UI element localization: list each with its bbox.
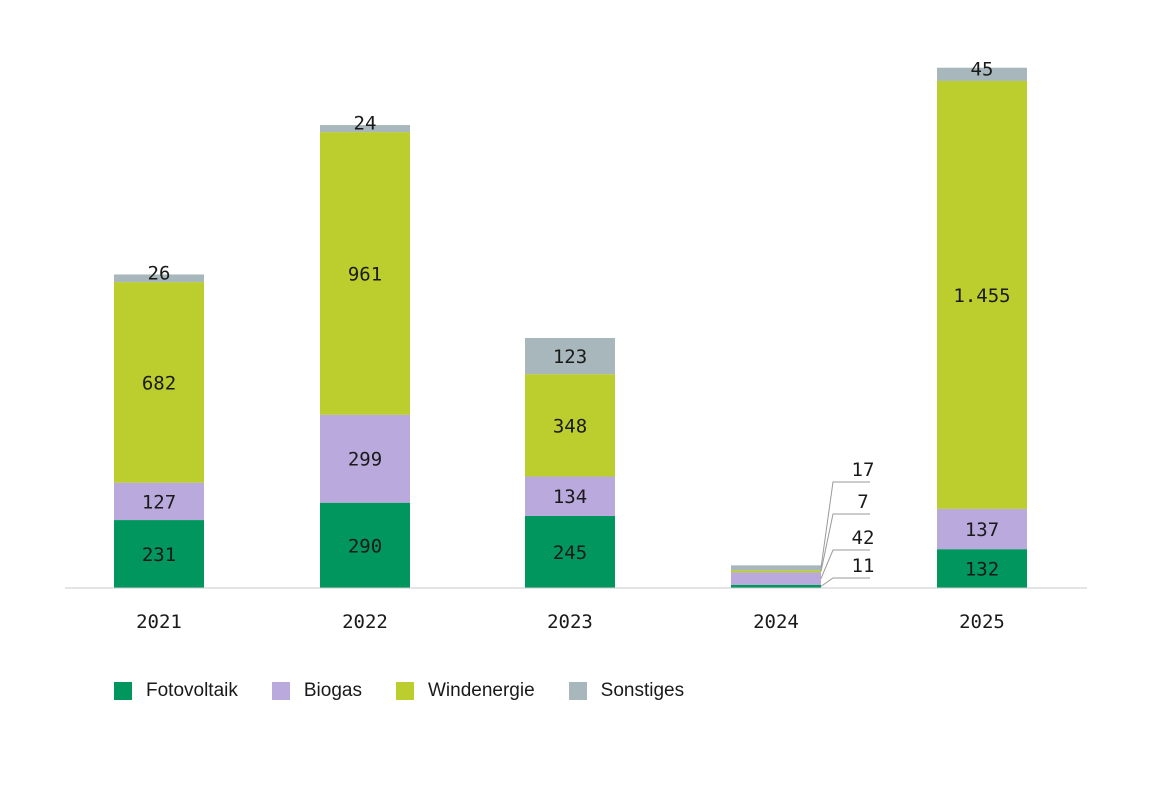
bar-group	[114, 67, 1027, 588]
bar-biogas-2025	[937, 508, 1027, 550]
stacked-bar-chart: 231 127 682 26 290 299 961 24 245 134 348 123 11 42 7 1…	[65, 58, 1087, 633]
data-label-biogas-2023: 134	[553, 486, 587, 508]
bar-fotovoltaik-2024	[731, 584, 821, 588]
bar-fotovoltaik-2025	[937, 549, 1027, 588]
data-label-biogas-2021: 127	[142, 491, 176, 513]
bar-sonstiges-2023	[525, 338, 615, 375]
bar-sonstiges-2024	[731, 565, 821, 571]
leader-line-fotovoltaik-2024	[820, 577, 870, 587]
bar-windenergie-2024	[731, 570, 821, 573]
data-label-group: 231 127 682 26 290 299 961 24 245 134 348 123 11 42 7 1…	[142, 58, 1011, 587]
bar-fotovoltaik-2022	[320, 502, 410, 588]
x-tick-label-2023: 2023	[547, 611, 593, 633]
data-label-windenergie-2023: 348	[553, 415, 587, 437]
bar-biogas-2024	[731, 572, 821, 585]
legend-swatch	[114, 682, 132, 700]
legend-label: Windenergie	[427, 680, 535, 701]
data-label-sonstiges-2023: 123	[553, 346, 587, 368]
x-tick-label-group: 2021 2022 2023 2024 2025	[136, 611, 1005, 633]
legend-item-sonstiges: Sonstiges	[568, 680, 685, 702]
data-label-sonstiges-2025: 45	[971, 58, 994, 80]
data-label-biogas-2024: 42	[852, 527, 875, 549]
legend-item-fotovoltaik: Fotovoltaik	[114, 680, 238, 702]
bar-biogas-2021	[114, 482, 204, 521]
data-label-sonstiges-2022: 24	[354, 113, 377, 135]
data-label-windenergie-2024: 7	[857, 491, 868, 513]
legend-swatch	[271, 682, 290, 700]
bar-sonstiges-2025	[937, 67, 1027, 81]
legend-item-windenergie: Windenergie	[395, 680, 535, 702]
bar-biogas-2022	[320, 414, 410, 503]
data-label-biogas-2022: 299	[348, 449, 382, 471]
bar-fotovoltaik-2023	[525, 515, 615, 588]
data-label-windenergie-2022: 961	[348, 263, 382, 285]
data-label-windenergie-2025: 1.455	[953, 285, 1010, 307]
data-label-biogas-2025: 137	[965, 519, 999, 541]
bar-windenergie-2023	[525, 374, 615, 477]
data-label-fotovoltaik-2024: 11	[852, 555, 875, 577]
legend-label: Fotovoltaik	[146, 680, 238, 701]
data-label-fotovoltaik-2021: 231	[142, 544, 176, 566]
x-tick-label-2022: 2022	[342, 611, 388, 633]
data-label-fotovoltaik-2025: 132	[965, 559, 999, 581]
bar-windenergie-2025	[937, 80, 1027, 509]
bar-fotovoltaik-2021	[114, 520, 204, 588]
bar-windenergie-2022	[320, 132, 410, 415]
bar-sonstiges-2021	[114, 274, 204, 283]
legend-swatch	[395, 682, 414, 700]
leader-line-sonstiges-2024	[820, 481, 870, 568]
data-label-fotovoltaik-2022: 290	[348, 535, 382, 557]
data-label-sonstiges-2021: 26	[148, 262, 171, 284]
x-tick-label-2025: 2025	[959, 611, 1005, 633]
bar-biogas-2023	[525, 476, 615, 516]
legend-item-biogas: Biogas	[271, 680, 362, 702]
legend: Fotovoltaik Biogas Windenergie Sonstiges	[114, 680, 684, 702]
data-label-sonstiges-2024: 17	[852, 459, 875, 481]
x-tick-label-2024: 2024	[753, 611, 799, 633]
leader-line-windenergie-2024	[820, 513, 870, 572]
data-label-windenergie-2021: 682	[142, 372, 176, 394]
bar-windenergie-2021	[114, 282, 204, 483]
x-tick-label-2021: 2021	[136, 611, 182, 633]
legend-swatch	[568, 682, 587, 700]
legend-label: Sonstiges	[600, 680, 685, 701]
leader-line-biogas-2024	[820, 549, 870, 579]
bar-sonstiges-2022	[320, 125, 410, 133]
data-label-fotovoltaik-2023: 245	[553, 542, 587, 564]
legend-label: Biogas	[303, 680, 362, 701]
